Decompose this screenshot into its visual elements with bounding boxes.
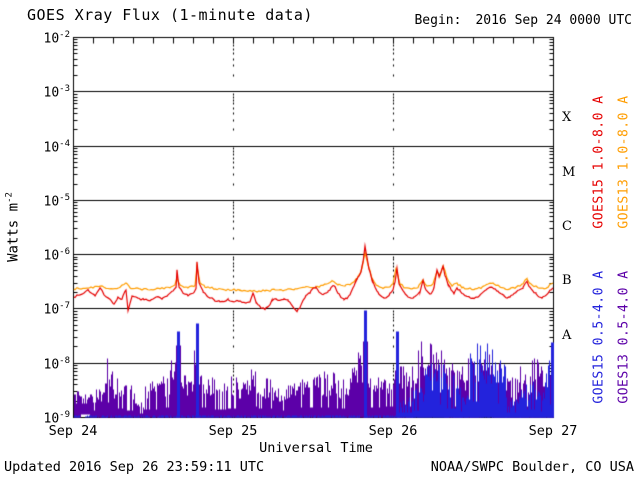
- begin-label: Begin:: [414, 13, 462, 28]
- flare-class-label-b: B: [562, 273, 572, 289]
- flare-class-label-x: X: [562, 110, 572, 126]
- x-tick-label: Sep 24: [48, 423, 98, 439]
- y-tick-label: 10-6: [43, 247, 71, 264]
- y-tick-label: 10-3: [43, 84, 71, 101]
- begin-value: 2016 Sep 24 0000 UTC: [475, 13, 632, 28]
- flare-class-label-c: C: [562, 219, 572, 234]
- y-tick-label: 10-9: [43, 410, 71, 427]
- legend-label: GOES15 1.0-8.0 A: [591, 95, 607, 229]
- y-tick-label: 10-5: [43, 192, 71, 210]
- y-tick-label: 10-4: [43, 138, 71, 155]
- y-tick-label: 10-8: [43, 355, 71, 373]
- x-tick-label: Sep 27: [528, 423, 578, 439]
- y-tick-label: 10-7: [43, 301, 71, 318]
- y-tick-label: 10-2: [43, 30, 71, 47]
- x-tick-label: Sep 25: [208, 423, 258, 439]
- flare-class-label-m: M: [562, 164, 576, 180]
- x-tick-label: Sep 26: [368, 423, 418, 439]
- legend-label: GOES15 0.5-4.0 A: [591, 270, 607, 404]
- source-credit: NOAA/SWPC Boulder, CO USA: [430, 459, 634, 475]
- updated-timestamp: Updated 2016 Sep 26 23:59:11 UTC: [4, 459, 265, 475]
- page-title: GOES Xray Flux (1-minute data): [27, 6, 313, 24]
- legend-label: GOES13 1.0-8.0 A: [616, 95, 632, 229]
- flare-class-label-a: A: [562, 327, 572, 343]
- x-axis-title: Universal Time: [259, 440, 373, 456]
- legend-label: GOES13 0.5-4.0 A: [616, 270, 632, 404]
- begin-timestamp: Begin: 2016 Sep 24 0000 UTC: [414, 13, 632, 28]
